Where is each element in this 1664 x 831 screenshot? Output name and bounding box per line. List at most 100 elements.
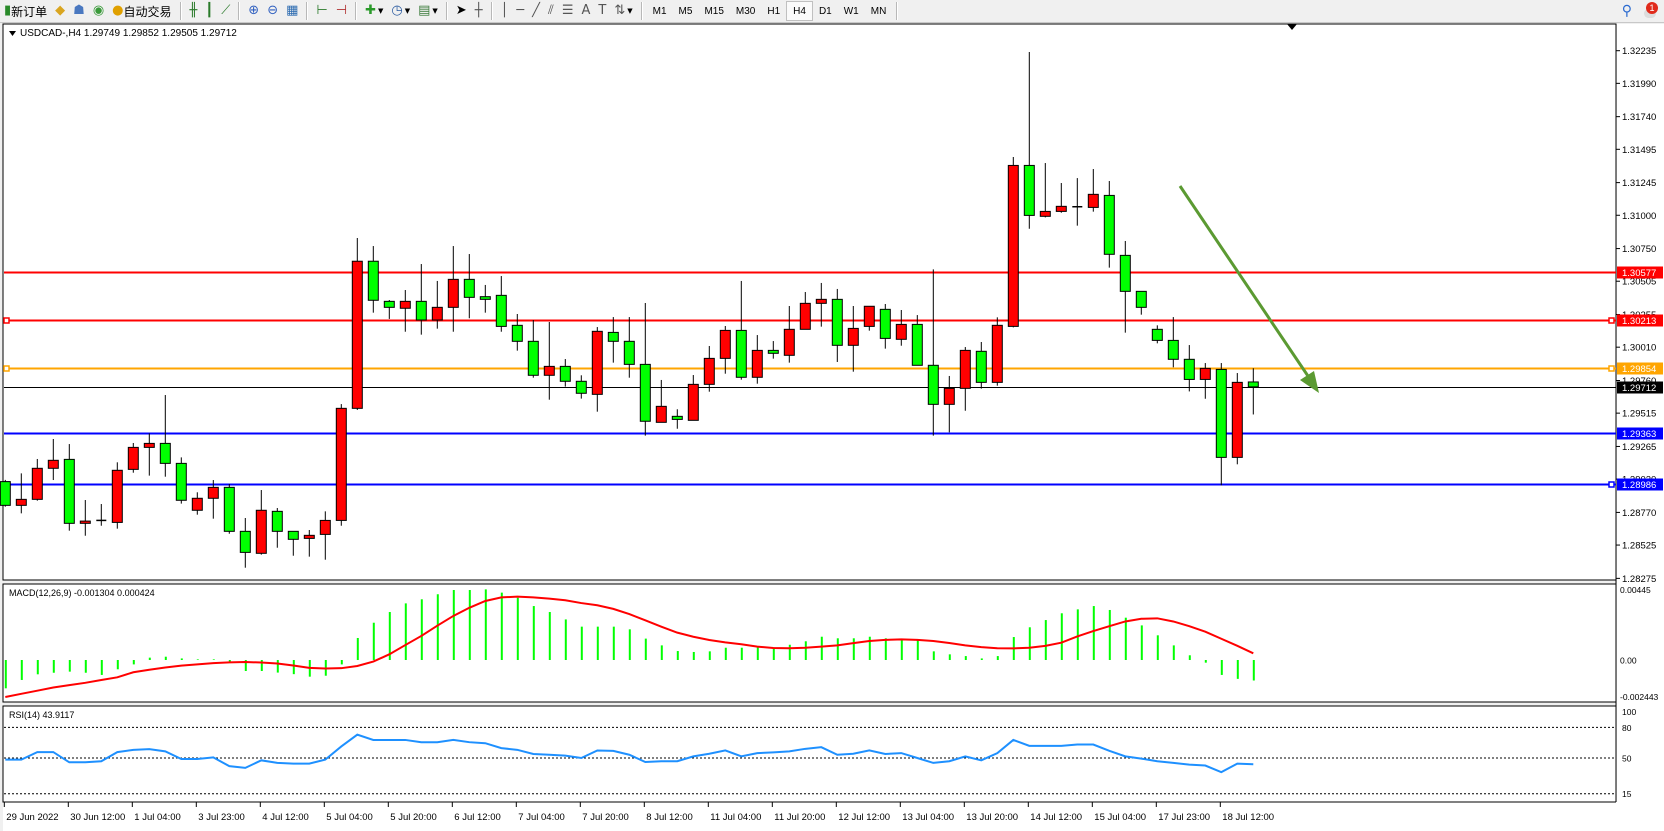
market-watch-button[interactable]: ◆ — [51, 1, 69, 21]
candle[interactable] — [879, 304, 891, 349]
candle[interactable] — [383, 300, 395, 319]
chart-menu-triangle-icon[interactable] — [9, 31, 16, 36]
equidistant-channel-button[interactable]: ⫽ — [544, 1, 558, 21]
candle[interactable] — [96, 504, 107, 526]
candle[interactable] — [351, 238, 363, 410]
candle[interactable] — [511, 314, 523, 351]
candle[interactable] — [367, 246, 379, 313]
horizontal-line-button[interactable]: ─ — [512, 1, 528, 21]
candle[interactable] — [1023, 52, 1035, 229]
candle[interactable] — [1007, 157, 1019, 328]
candle[interactable] — [991, 317, 1003, 386]
candle[interactable] — [1103, 181, 1115, 268]
candle[interactable] — [639, 302, 651, 436]
time-axis[interactable] — [3, 802, 1664, 831]
candle[interactable] — [1151, 325, 1163, 344]
candle[interactable] — [0, 479, 11, 507]
timeframe-mn[interactable]: MN — [870, 5, 887, 17]
candle[interactable] — [575, 375, 587, 399]
candle[interactable] — [1247, 368, 1259, 415]
candle[interactable] — [127, 442, 139, 473]
candle[interactable] — [671, 409, 683, 429]
candle[interactable] — [319, 511, 331, 560]
auto-trading-button[interactable]: ● 自动交易 — [108, 1, 175, 21]
crosshair-button[interactable]: ┼ — [471, 1, 487, 21]
candle[interactable] — [559, 359, 571, 387]
text-label-button[interactable]: T — [594, 1, 610, 21]
candle[interactable] — [751, 335, 763, 384]
zoom-out-button[interactable]: ⊖ — [263, 1, 282, 21]
candle[interactable] — [479, 284, 491, 313]
candle[interactable] — [799, 292, 811, 330]
candle[interactable] — [815, 282, 827, 327]
search-icon[interactable]: ⚲ — [1621, 3, 1632, 19]
candle[interactable] — [175, 457, 187, 504]
candle[interactable] — [255, 490, 267, 555]
candle[interactable] — [831, 288, 843, 362]
auto-scroll-button[interactable]: ⊢ — [312, 1, 331, 21]
candle[interactable] — [863, 305, 875, 331]
candle[interactable] — [943, 375, 955, 433]
candle[interactable] — [927, 269, 939, 436]
candle[interactable] — [655, 379, 667, 423]
fibonacci-button[interactable]: ☰ — [558, 1, 578, 21]
candle[interactable] — [431, 280, 443, 329]
candle[interactable] — [79, 500, 91, 536]
indicators-button[interactable]: ✚ ▼ — [361, 1, 387, 21]
candle[interactable] — [1055, 183, 1067, 213]
timeframe-m15[interactable]: M15 — [704, 5, 724, 17]
candle[interactable] — [783, 306, 795, 363]
candle[interactable] — [959, 347, 971, 411]
candle[interactable] — [895, 310, 907, 346]
candle[interactable] — [31, 458, 43, 501]
candle[interactable] — [735, 280, 747, 380]
tile-windows-button[interactable]: ▦ — [282, 1, 302, 21]
timeframe-w1[interactable]: W1 — [843, 5, 859, 17]
timeframe-m5[interactable]: M5 — [678, 5, 693, 17]
candle[interactable] — [543, 321, 555, 400]
cursor-button[interactable]: ➤ — [452, 1, 471, 21]
candle[interactable] — [111, 462, 123, 529]
new-order-button[interactable]: ▮ 新订单 — [0, 1, 51, 21]
candle[interactable] — [1072, 178, 1083, 226]
line-anchor-handle[interactable] — [3, 317, 10, 324]
candle[interactable] — [591, 327, 603, 412]
text-button[interactable]: A — [577, 1, 594, 21]
timeframe-h1[interactable]: H1 — [767, 5, 781, 17]
candle[interactable] — [223, 484, 235, 534]
candle[interactable] — [63, 444, 75, 531]
candlestick-button[interactable]: ┃ — [201, 1, 217, 21]
chart-shift-marker-icon[interactable] — [1287, 24, 1297, 30]
trendline-button[interactable]: ╱ — [528, 1, 544, 21]
candle[interactable] — [911, 315, 923, 366]
candle[interactable] — [239, 518, 251, 568]
candle[interactable] — [687, 375, 699, 421]
trend-arrow[interactable] — [1178, 185, 1319, 393]
timeframe-h4[interactable]: H4 — [786, 1, 813, 21]
candle[interactable] — [271, 508, 283, 548]
candle[interactable] — [527, 319, 539, 378]
timeframe-d1[interactable]: D1 — [818, 5, 832, 17]
candle[interactable] — [1199, 363, 1211, 399]
candle[interactable] — [1119, 240, 1131, 333]
timeframe-m30[interactable]: M30 — [735, 5, 756, 17]
candle[interactable] — [1183, 345, 1195, 392]
candle[interactable] — [191, 492, 203, 515]
candle[interactable] — [1231, 373, 1243, 465]
candle[interactable] — [495, 276, 507, 332]
bar-chart-button[interactable]: ╫ — [186, 1, 202, 21]
candle[interactable] — [607, 317, 619, 363]
line-anchor-handle[interactable] — [1608, 481, 1615, 488]
candle[interactable] — [399, 290, 411, 332]
candle[interactable] — [1215, 363, 1227, 486]
line-anchor-handle[interactable] — [1608, 317, 1615, 324]
candle[interactable] — [159, 395, 171, 477]
candle[interactable] — [415, 264, 427, 335]
candle[interactable] — [719, 325, 731, 374]
candle[interactable] — [143, 433, 155, 476]
timeframe-m1[interactable]: M1 — [652, 5, 667, 17]
candle[interactable] — [1167, 317, 1179, 368]
candle[interactable] — [447, 246, 459, 332]
candle[interactable] — [287, 530, 299, 556]
